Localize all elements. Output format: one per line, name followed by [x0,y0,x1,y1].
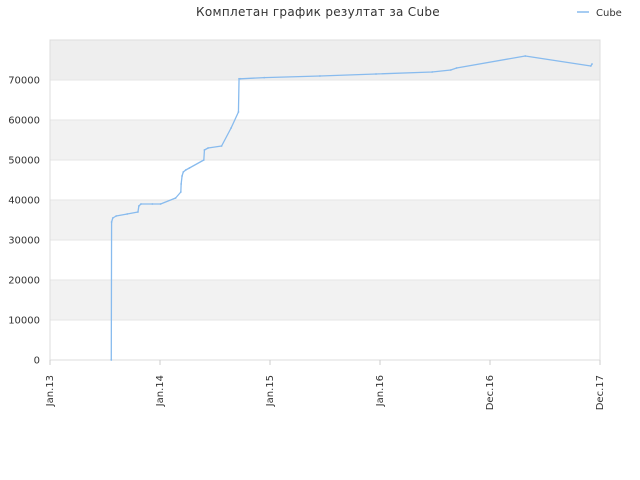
plot-band [50,240,600,280]
data-point [110,221,113,223]
chart-title: Комплетан график резултат за Cube [196,5,440,19]
data-point [188,167,191,169]
x-tick-label: Jan.14 [155,375,166,407]
plot-band [50,80,600,120]
data-point [181,175,183,177]
plot-band [50,160,600,200]
data-point [431,71,433,73]
data-point [110,359,113,361]
data-point [319,75,321,77]
data-point [375,73,377,75]
y-axis: 0 10000 20000 30000 40000 50000 60000 70000 [8,76,40,367]
y-tick-label: 10000 [8,316,40,327]
data-point [174,197,177,199]
x-axis: Jan.13 Jan.14 Jan.15 Jan.16 Dec.16 Dec.17 [45,360,606,410]
y-tick-label: 60000 [8,116,40,127]
x-tick-label: Dec.16 [485,375,496,410]
plot-band [50,280,600,320]
data-point [207,147,210,149]
data-point [220,145,223,147]
data-point [237,111,240,113]
series-group [110,55,593,361]
x-tick-label: Dec.17 [595,375,606,410]
data-point [230,127,232,129]
y-tick-label: 20000 [8,276,40,287]
series-line [110,55,593,361]
x-tick-label: Jan.15 [265,375,276,407]
data-point [524,55,527,57]
plot-area-border [49,39,601,361]
data-point [263,76,266,79]
y-tick-label: 50000 [8,156,40,167]
plot-band [50,320,600,360]
data-point [159,203,162,205]
data-point [184,169,187,171]
data-point [203,149,206,151]
plot-bands [50,40,600,360]
data-point [589,65,592,67]
data-point [180,183,183,185]
y-tick-label: 0 [34,356,40,367]
legend[interactable]: Cube [577,8,622,19]
x-tick-label: Jan.13 [45,375,56,407]
data-point [126,213,129,215]
data-point [238,77,240,80]
data-point [137,211,139,213]
data-point [111,217,114,219]
data-point [202,159,205,161]
plot-band [50,40,600,80]
data-point [140,203,142,205]
plot-band [50,200,600,240]
data-point [179,191,182,193]
data-point [137,205,140,207]
data-point [182,171,185,173]
data-point [151,203,154,205]
plot-band [50,120,600,160]
data-point [115,215,118,217]
data-point [591,63,593,65]
y-tick-label: 30000 [8,236,40,247]
data-point [449,69,452,71]
y-tick-label: 70000 [8,76,40,87]
y-tick-label: 40000 [8,196,40,207]
data-point [455,67,458,69]
x-tick-label: Jan.16 [375,375,386,407]
legend-label: Cube [596,8,622,19]
data-point [239,77,242,80]
